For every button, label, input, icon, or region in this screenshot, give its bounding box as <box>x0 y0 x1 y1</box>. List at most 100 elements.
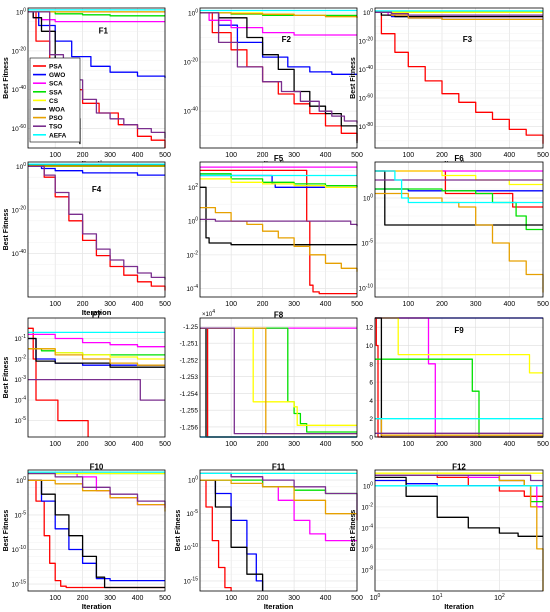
plot-frame <box>374 7 544 149</box>
x-tick-label: 100 <box>225 595 237 602</box>
x-tick-label: 400 <box>503 441 515 448</box>
chart-f9: 100 200 300 400 500 0 2 4 6 8 10 12 F9 <box>366 317 549 448</box>
y-axis-label: Best Fitness <box>350 57 357 99</box>
y-tick-label: 10-4 <box>186 284 198 293</box>
x-tick-label: 300 <box>104 441 116 448</box>
x-tick-label: 100 <box>49 441 61 448</box>
series-line-woa <box>200 186 357 246</box>
plot-frame <box>374 469 544 592</box>
x-tick-label: 500 <box>159 441 171 448</box>
y-tick-label: 0 <box>369 435 373 442</box>
y-tick-label: 10-3 <box>14 375 26 384</box>
series-line-woa <box>28 479 165 589</box>
series-line-pso <box>375 192 544 293</box>
x-tick-label: 500 <box>159 301 171 308</box>
x-tick-label: 400 <box>320 152 332 159</box>
y-tick-label: 10-2 <box>14 355 26 364</box>
series-line-gwo <box>28 165 165 176</box>
series-line-tso <box>375 11 543 16</box>
y-tick-label: 10-6 <box>361 544 373 553</box>
series-line-tso <box>200 472 358 521</box>
x-tick-label: 300 <box>104 152 116 159</box>
plot-frame <box>199 317 358 438</box>
y-tick-label: 10-20 <box>359 36 374 45</box>
y-tick-label: 100 <box>188 217 198 226</box>
x-tick-label: 500 <box>537 441 549 448</box>
x-tick-label: 100 <box>225 301 237 308</box>
y-tick-label: 100 <box>188 8 198 17</box>
plot-frame <box>27 317 166 438</box>
y-axis-label: Best Fitness <box>3 209 10 251</box>
chart-title: F11 <box>272 462 286 471</box>
chart-f7: 100 200 300 400 500 10-1 10-2 10-3 10-4 10-5 F7 Bes… <box>3 310 171 448</box>
x-tick-label: 102 <box>494 593 505 602</box>
chart-f12: 100 101 102 100 10-2 10-4 10-6 10-8 F12 Iteration… <box>350 462 544 611</box>
y-tick-label: 2 <box>369 416 373 423</box>
y-tick-label: 10-60 <box>359 94 374 103</box>
plot-frame <box>374 161 544 298</box>
y-tick-label: 10-2 <box>186 250 198 259</box>
x-tick-label: 100 <box>370 593 381 602</box>
series-line-sca <box>28 333 165 348</box>
y-tick-label: 10-80 <box>359 122 374 131</box>
y-tick-label: 10-5 <box>14 510 26 519</box>
x-tick-label: 100 <box>225 441 237 448</box>
x-tick-label: 500 <box>537 301 549 308</box>
series-line-psa <box>200 12 358 141</box>
x-tick-label: 400 <box>132 301 144 308</box>
x-tick-label: 200 <box>77 152 89 159</box>
plot-frame <box>199 7 358 149</box>
chart-f6: 100 200 300 400 500 100 10-5 10-10 F6 <box>359 154 549 308</box>
x-tick-label: 400 <box>320 441 332 448</box>
x-tick-label: 300 <box>288 152 300 159</box>
x-tick-label: 100 <box>225 152 237 159</box>
x-tick-label: 100 <box>402 152 414 159</box>
series-line-psa <box>28 479 165 589</box>
x-tick-label: 300 <box>288 441 300 448</box>
y-tick-label: 4 <box>369 398 373 405</box>
series-line-psa <box>375 11 544 144</box>
series-line-gwo <box>28 11 166 78</box>
chart-title: F3 <box>463 35 473 44</box>
y-tick-label: 100 <box>16 162 26 171</box>
chart-title: F5 <box>274 154 284 163</box>
legend-label-psa: PSA <box>49 64 63 71</box>
y-tick-label: -1.25 <box>183 324 198 331</box>
y-tick-label: 10-4 <box>361 523 373 532</box>
chart-f5: 100 200 300 400 500 102 100 10-2 10-4 F5 <box>186 154 363 308</box>
x-tick-label: 400 <box>503 301 515 308</box>
series-line-psa <box>200 479 232 591</box>
x-tick-label: 200 <box>77 595 89 602</box>
y-tick-label: 10-5 <box>14 416 26 425</box>
y-tick-label: 10-20 <box>184 58 199 67</box>
x-tick-label: 400 <box>132 152 144 159</box>
plot-frame <box>199 469 358 592</box>
plot-area <box>200 8 357 148</box>
y-tick-label: -1.253 <box>180 374 199 381</box>
series-line-gwo <box>28 479 165 582</box>
legend-label-cs: CS <box>49 98 59 105</box>
plot-area <box>375 162 543 297</box>
x-tick-label: 400 <box>132 595 144 602</box>
chart-title: F6 <box>454 154 464 163</box>
y-tick-label: 10-15 <box>184 576 199 585</box>
series-line-pso <box>28 348 165 366</box>
x-axis-label: Iteration <box>82 602 112 611</box>
y-axis-label: Best Fitness <box>175 510 182 552</box>
series-line-pso <box>200 12 358 18</box>
x-tick-label: 300 <box>104 301 116 308</box>
series-line-tso <box>28 472 166 505</box>
y-axis-label: Best Fitness <box>3 357 10 399</box>
y-tick-label: 10-8 <box>361 565 373 574</box>
x-tick-label: 500 <box>159 595 171 602</box>
x-axis-label: Iteration <box>444 602 474 611</box>
series-line-aefa <box>375 170 543 204</box>
x-tick-label: 100 <box>49 152 61 159</box>
x-tick-label: 500 <box>351 595 363 602</box>
x-tick-label: 500 <box>351 301 363 308</box>
legend-label-woa: WOA <box>49 107 65 114</box>
chart-title: F7 <box>92 310 102 319</box>
series-line-cs <box>375 170 543 186</box>
legend-label-sca: SCA <box>49 81 63 88</box>
